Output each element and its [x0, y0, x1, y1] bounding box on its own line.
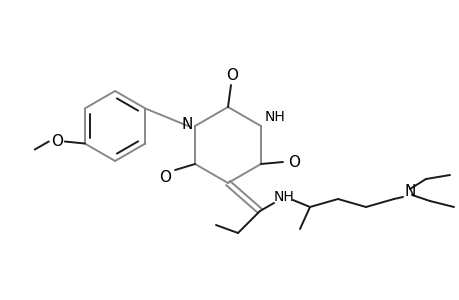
Text: NH: NH — [273, 190, 294, 204]
Text: NH: NH — [264, 110, 285, 124]
Text: O: O — [287, 154, 299, 169]
Text: N: N — [181, 116, 192, 131]
Text: O: O — [225, 68, 237, 82]
Text: O: O — [159, 169, 171, 184]
Text: N: N — [403, 184, 415, 200]
Text: O: O — [50, 134, 62, 149]
